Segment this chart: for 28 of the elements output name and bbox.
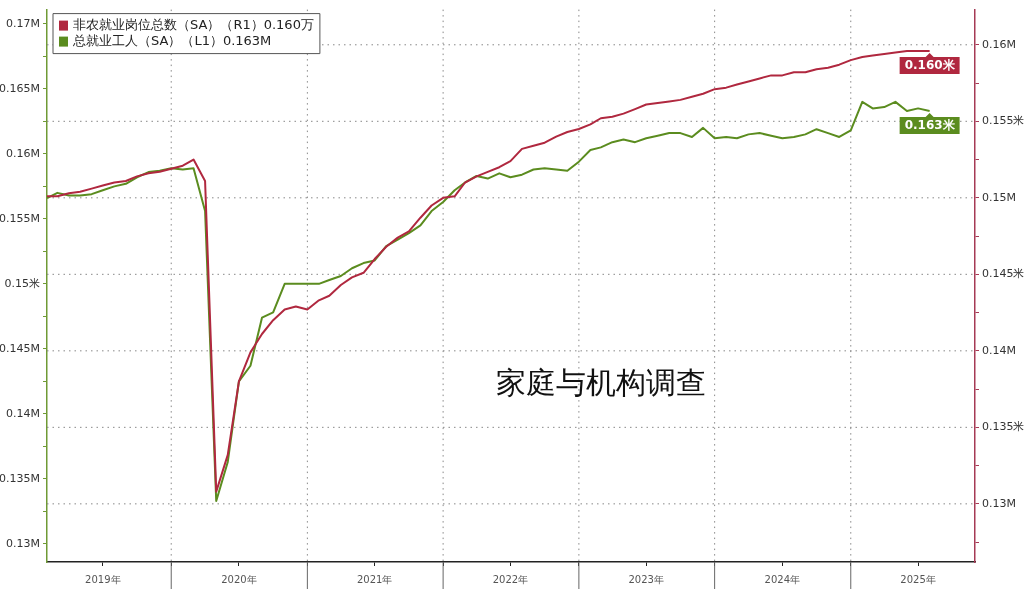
x-tick-label: 2023年	[628, 573, 664, 585]
x-tick-label: 2021年	[356, 573, 393, 585]
y-tick-label: 0.155M	[0, 211, 40, 225]
y2-tick-label: 0.16M	[982, 37, 1016, 51]
y-tick-label: 0.135M	[0, 471, 40, 485]
y2-tick-label: 0.13M	[982, 496, 1016, 510]
x-tick-label: 2020年	[221, 573, 257, 585]
x-tick-label: 2025年	[900, 573, 936, 585]
x-tick-label: 2022年	[492, 573, 529, 585]
y2-tick-label: 0.14M	[982, 343, 1016, 357]
data-label: 0.160米	[904, 58, 956, 73]
y2-tick-label: 0.145米	[982, 267, 1024, 281]
legend-label: 总就业工人（SA）（L1）0.163M	[72, 32, 272, 48]
y2-tick-label: 0.135米	[982, 420, 1024, 434]
y2-tick-label: 0.155米	[982, 114, 1024, 128]
y2-tick-label: 0.15M	[982, 190, 1016, 204]
y-tick-label: 0.13M	[6, 536, 40, 550]
y-tick-label: 0.16M	[6, 146, 40, 160]
y-tick-label: 0.17M	[6, 16, 40, 30]
data-label: 0.163米	[904, 118, 956, 133]
y-tick-label: 0.15米	[4, 276, 40, 290]
y-tick-label: 0.165M	[0, 81, 40, 95]
x-tick-label: 2024年	[764, 573, 801, 585]
legend-label: 非农就业岗位总数（SA）（R1）0.160万	[73, 16, 314, 32]
annotation: 家庭与机构调查	[496, 365, 706, 401]
x-tick-label: 2019年	[85, 573, 121, 585]
y-tick-label: 0.145M	[0, 341, 40, 355]
y-tick-label: 0.14M	[6, 406, 40, 420]
